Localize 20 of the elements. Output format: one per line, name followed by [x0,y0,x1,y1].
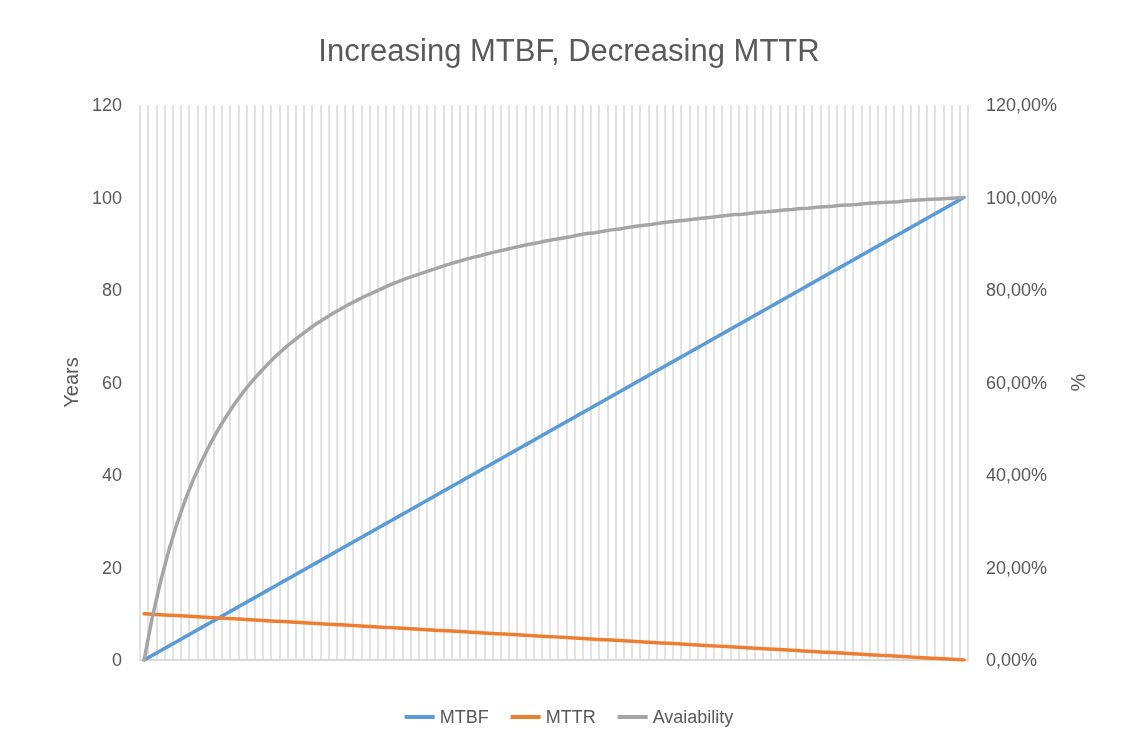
y2-tick-label: 100,00% [986,187,1058,208]
y-tick-label: 100 [91,187,122,208]
y2-tick-label: 0,00% [986,650,1038,670]
y2-tick-label: 120,00% [986,95,1058,115]
y2-tick-label: 60,00% [986,372,1048,393]
legend-label: Avaiability [652,707,734,727]
y-tick-label: 60 [101,372,122,393]
y-tick-label: 0 [111,650,122,670]
y2-tick-label: 20,00% [986,557,1048,578]
legend-label: MTBF [439,707,489,727]
y-tick-label: 80 [101,280,122,300]
legend-label: MTTR [545,707,596,727]
chart-title: Increasing MTBF, Decreasing MTTR [318,33,820,68]
y-tick-label: 120 [91,95,122,115]
y-tick-label: 40 [101,465,122,485]
y2-axis-title: % [1067,373,1089,392]
y2-tick-label: 80,00% [986,280,1048,300]
y-axis-title: Years [60,357,83,408]
y-tick-label: 20 [101,557,122,578]
y2-tick-label: 40,00% [986,465,1048,485]
